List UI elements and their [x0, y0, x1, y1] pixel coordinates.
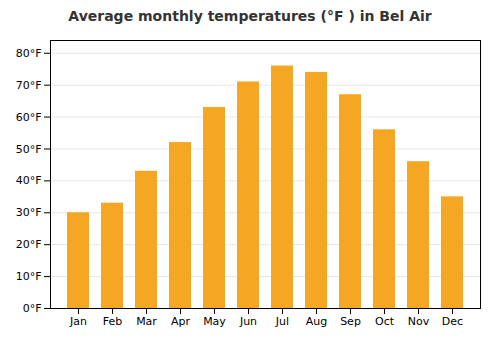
svg-text:Jul: Jul	[275, 315, 289, 328]
svg-text:Aug: Aug	[306, 315, 327, 328]
svg-text:Mar: Mar	[136, 315, 157, 328]
svg-text:50°F: 50°F	[16, 142, 42, 155]
svg-text:Apr: Apr	[171, 315, 191, 328]
svg-text:60°F: 60°F	[16, 111, 42, 124]
svg-text:10°F: 10°F	[16, 270, 42, 283]
svg-text:70°F: 70°F	[16, 79, 42, 92]
svg-text:Dec: Dec	[442, 315, 463, 328]
svg-text:30°F: 30°F	[16, 206, 42, 219]
svg-text:0°F: 0°F	[23, 302, 42, 315]
svg-text:Jan: Jan	[69, 315, 87, 328]
svg-text:80°F: 80°F	[16, 47, 42, 60]
svg-text:Nov: Nov	[408, 315, 430, 328]
svg-text:40°F: 40°F	[16, 174, 42, 187]
svg-text:May: May	[203, 315, 226, 328]
svg-text:Feb: Feb	[103, 315, 122, 328]
svg-text:Oct: Oct	[375, 315, 395, 328]
svg-text:Jun: Jun	[239, 315, 257, 328]
svg-text:20°F: 20°F	[16, 238, 42, 251]
svg-text:Sep: Sep	[340, 315, 361, 328]
html-text:Average monthly temperatures (: Average monthly temperatures (°F ) in Be…	[68, 8, 432, 24]
